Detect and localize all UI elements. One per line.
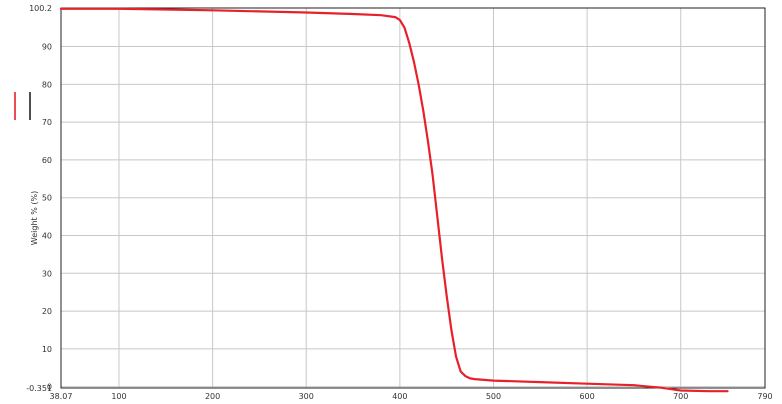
- x-tick-label: 500: [486, 392, 501, 401]
- x-tick-label: 38.07: [50, 392, 73, 401]
- y-tick-label: 60: [42, 156, 52, 165]
- series-lines: [59, 7, 729, 393]
- y-tick-label: 70: [42, 118, 52, 127]
- y-axis-title: Weight % (%): [30, 191, 39, 245]
- x-tick-label: 700: [673, 392, 688, 401]
- y-tick-label: 80: [42, 80, 52, 89]
- y-tick-label: 100.2: [29, 4, 52, 13]
- x-tick-label: 300: [299, 392, 314, 401]
- x-tick-label: 100: [111, 392, 126, 401]
- y-tick-label: 0: [47, 383, 52, 392]
- y-tick-label: 50: [42, 194, 52, 203]
- y-tick-label: -0.351: [26, 384, 52, 393]
- series-line: [59, 7, 729, 393]
- plot-frame: [60, 7, 766, 389]
- legend: [14, 92, 31, 120]
- y-tick-label: 10: [42, 345, 52, 354]
- y-tick-label: 90: [42, 43, 52, 52]
- y-tick-label: 20: [42, 307, 52, 316]
- y-tick-label: 30: [42, 269, 52, 278]
- y-tick-label: 40: [42, 232, 52, 241]
- x-tick-label: 200: [205, 392, 220, 401]
- x-tick-label: 400: [392, 392, 407, 401]
- x-tick-label: 790: [757, 392, 772, 401]
- x-tick-label: 600: [579, 392, 594, 401]
- tick-labels: 38.07 100 200 300 400 500 600 700 790100.2908070…: [26, 4, 772, 401]
- grid-lines: [61, 8, 765, 388]
